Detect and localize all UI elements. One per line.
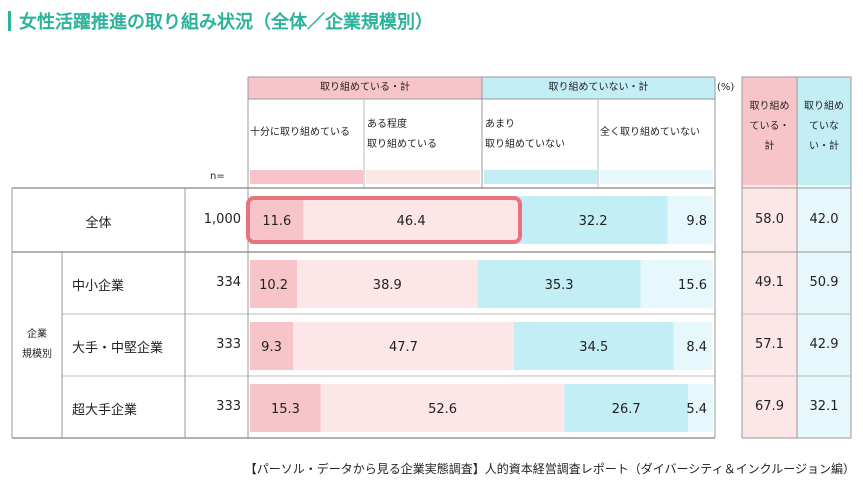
bar-label-3-0: 15.3 <box>271 402 300 417</box>
bar-0-2 <box>518 196 668 244</box>
n-value-2: 333 <box>216 337 241 352</box>
bar-0-1 <box>303 196 519 244</box>
sum1-label-line1: 取り組め <box>749 101 790 112</box>
bar-2-2 <box>513 322 674 370</box>
bar-label-1-0: 10.2 <box>259 278 288 293</box>
bar-3-1 <box>320 384 565 432</box>
bar-label-2-2: 34.5 <box>579 340 608 355</box>
title-text: 女性活躍推進の取り組み状況（全体／企業規模別） <box>19 12 433 33</box>
bar-1-2 <box>477 260 641 308</box>
bar-0-3 <box>667 196 713 244</box>
sum2-label-line3: い・計 <box>809 141 839 152</box>
row-label-1: 中小企業 <box>72 279 125 294</box>
col2-label-line1: ある程度 <box>367 119 407 130</box>
bar-label-3-1: 52.6 <box>428 402 457 417</box>
group-positive-label: 取り組めている・計 <box>320 82 410 93</box>
sum-pos-3: 67.9 <box>755 399 784 414</box>
sum-neg-3: 32.1 <box>809 399 839 414</box>
sum-pos-0: 58.0 <box>755 212 784 227</box>
n-value-1: 334 <box>216 275 241 290</box>
bar-label-1-3: 15.6 <box>678 278 707 293</box>
bar-0-0 <box>250 196 304 244</box>
bar-1-1 <box>297 260 478 308</box>
group-label-line2: 規模別 <box>22 349 52 360</box>
sum1-label-line2: ている・ <box>749 121 790 132</box>
bar-1-0 <box>250 260 298 308</box>
highlight-box <box>246 196 522 244</box>
group-positive-bg <box>248 77 482 99</box>
col2-label-line2: 取り組めている <box>367 139 437 150</box>
bar-3-2 <box>564 384 688 432</box>
group-label-line1: 企業 <box>27 329 47 340</box>
sum2-label-line1: 取り組め <box>804 101 844 112</box>
bar-label-1-2: 35.3 <box>545 278 574 293</box>
col4-label: 全く取り組めていない <box>600 127 700 138</box>
bar-2-3 <box>673 322 713 370</box>
col1-label: 十分に取り組めている <box>250 127 350 138</box>
bar-label-2-0: 9.3 <box>261 340 282 355</box>
group-negative-label: 取り組めていない・計 <box>548 82 649 93</box>
sum-pos-2: 57.1 <box>755 337 784 352</box>
bar-2-1 <box>293 322 514 370</box>
bar-label-2-1: 47.7 <box>389 340 418 355</box>
source-footer: 【パーソル・データから見る企業実態調査】人的資本経営調査レポート（ダイバーシティ… <box>244 462 855 476</box>
page-title: 女性活躍推進の取り組み状況（全体／企業規模別） <box>8 8 433 34</box>
group-negative-bg <box>482 77 715 99</box>
sum1-label-line3: 計 <box>764 141 775 152</box>
sum-pos-1: 49.1 <box>755 275 784 290</box>
sum2-label-line2: ていな <box>809 121 839 132</box>
row-label-3: 超大手企業 <box>72 403 138 418</box>
legend-swatch-3 <box>484 170 597 184</box>
sum-neg-1: 50.9 <box>809 275 839 290</box>
bar-label-0-2: 32.2 <box>579 214 608 229</box>
bar-label-0-1: 46.4 <box>397 214 426 229</box>
col3-label-line1: あまり <box>485 119 515 130</box>
sum-neg-2: 42.9 <box>809 337 839 352</box>
row-label-0: 全体 <box>85 216 112 231</box>
n-value-3: 333 <box>216 399 241 414</box>
bar-2-0 <box>250 322 294 370</box>
title-accent-bar <box>8 11 11 31</box>
legend-swatch-1 <box>250 170 363 184</box>
bar-label-2-3: 8.4 <box>686 340 707 355</box>
col3-label-line2: 取り組めていない <box>485 139 565 150</box>
bar-label-3-2: 26.7 <box>612 402 641 417</box>
bar-label-1-1: 38.9 <box>373 278 402 293</box>
n-value-0: 1,000 <box>203 212 241 227</box>
bar-1-3 <box>640 260 713 308</box>
legend-swatch-4 <box>600 170 713 184</box>
bar-label-3-3: 5.4 <box>686 402 707 417</box>
bar-label-0-3: 9.8 <box>686 214 707 229</box>
bars-group: 11.6 46.4 32.2 9.8 10.2 38.9 35.3 15.6 9.3 47.7 34… <box>250 196 713 432</box>
n-label: n= <box>210 171 225 182</box>
bar-3-0 <box>250 384 321 432</box>
unit-label: (%) <box>717 82 735 93</box>
bar-3-3 <box>687 384 713 432</box>
sum-neg-0: 42.0 <box>809 212 839 227</box>
row-label-2: 大手・中堅企業 <box>72 341 164 356</box>
bar-label-0-0: 11.6 <box>262 214 291 229</box>
sum-neg-header-bg <box>797 77 851 185</box>
legend-swatch-2 <box>366 170 480 184</box>
sum-pos-header-bg <box>742 77 797 185</box>
